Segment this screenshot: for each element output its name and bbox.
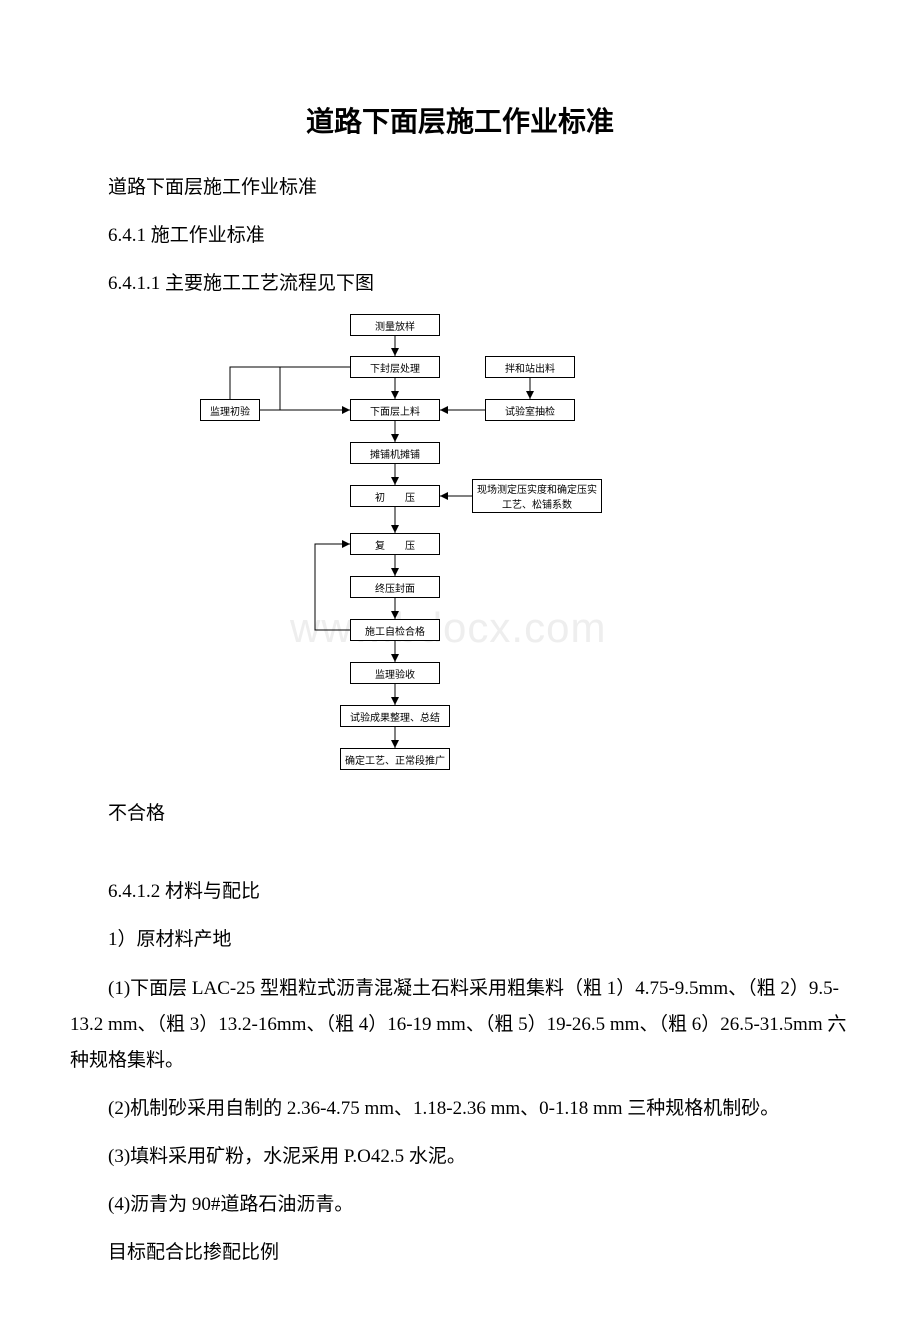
flow-node: 下封层处理 bbox=[350, 356, 440, 378]
flow-node: 初 压 bbox=[350, 485, 440, 507]
flow-node: 试验室抽检 bbox=[485, 399, 575, 421]
paragraph: (1)下面层 LAC-25 型粗粒式沥青混凝土石料采用粗集料（粗 1）4.75-… bbox=[70, 971, 850, 1079]
paragraph: 1）原材料产地 bbox=[70, 922, 850, 958]
flow-node: 现场测定压实度和确定压实工艺、松铺系数 bbox=[472, 479, 602, 513]
flow-node: 测量放样 bbox=[350, 314, 440, 336]
paragraph: 目标配合比掺配比例 bbox=[70, 1235, 850, 1271]
flow-node: 摊铺机摊铺 bbox=[350, 442, 440, 464]
flow-node: 监理初验 bbox=[200, 399, 260, 421]
flow-node: 监理验收 bbox=[350, 662, 440, 684]
paragraph: 6.4.1.1 主要施工工艺流程见下图 bbox=[70, 266, 850, 302]
flow-node: 试验成果整理、总结 bbox=[340, 705, 450, 727]
flow-node: 复 压 bbox=[350, 533, 440, 555]
paragraph: 6.4.1 施工作业标准 bbox=[70, 218, 850, 254]
paragraph: 6.4.1.2 材料与配比 bbox=[70, 874, 850, 910]
document-page: 道路下面层施工作业标准 道路下面层施工作业标准 6.4.1 施工作业标准 6.4… bbox=[0, 0, 920, 1343]
paragraph: (4)沥青为 90#道路石油沥青。 bbox=[70, 1187, 850, 1223]
flowchart-container: www.bdocx.com 测量放样下封层处理拌和站出料监理初验下面层上料试验室… bbox=[200, 314, 620, 784]
paragraph-fail: 不合格 bbox=[70, 796, 850, 832]
document-title: 道路下面层施工作业标准 bbox=[70, 100, 850, 140]
paragraph: (3)填料采用矿粉，水泥采用 P.O42.5 水泥。 bbox=[70, 1139, 850, 1175]
paragraph: (2)机制砂采用自制的 2.36-4.75 mm、1.18-2.36 mm、0-… bbox=[70, 1091, 850, 1127]
flow-node: 确定工艺、正常段推广 bbox=[340, 748, 450, 770]
flow-node: 终压封面 bbox=[350, 576, 440, 598]
flow-node: 施工自检合格 bbox=[350, 619, 440, 641]
flow-node: 拌和站出料 bbox=[485, 356, 575, 378]
paragraph: 道路下面层施工作业标准 bbox=[70, 170, 850, 206]
flow-node: 下面层上料 bbox=[350, 399, 440, 421]
